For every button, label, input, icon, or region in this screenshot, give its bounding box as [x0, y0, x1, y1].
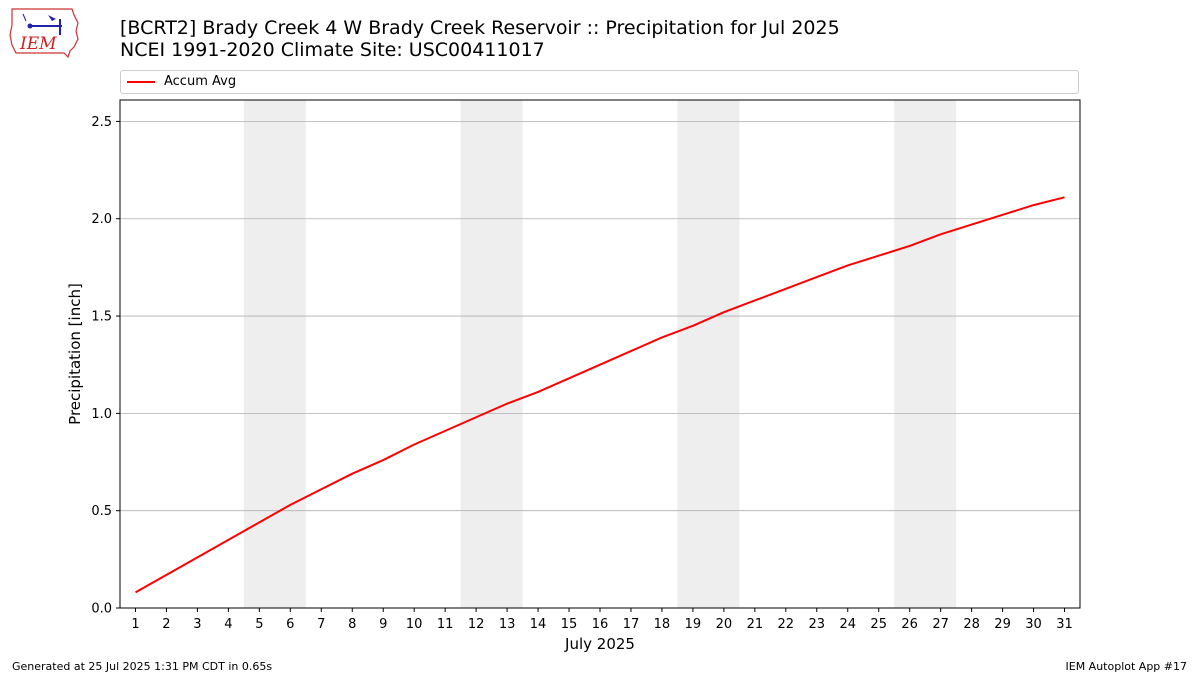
- y-tick-label: 1.0: [91, 407, 112, 422]
- data-point: [971, 224, 973, 226]
- data-point: [196, 556, 198, 558]
- x-tick-label: 9: [379, 617, 387, 632]
- data-point: [134, 591, 136, 593]
- data-point: [785, 288, 787, 290]
- iem-logo: IEM: [8, 5, 80, 59]
- data-point: [1064, 196, 1066, 198]
- data-lines: [134, 196, 1066, 594]
- data-point: [320, 488, 322, 490]
- data-point: [909, 245, 911, 247]
- generated-timestamp: Generated at 25 Jul 2025 1:31 PM CDT in …: [12, 660, 273, 673]
- x-tick-label: 30: [1025, 617, 1042, 632]
- series-line-accum-avg: [134, 196, 1065, 594]
- y-tick-label: 0.0: [91, 602, 112, 617]
- x-tick-label: 27: [932, 617, 949, 632]
- y-tick-label: 0.5: [91, 504, 112, 519]
- x-tick-label: 24: [839, 617, 856, 632]
- x-tick-label: 16: [592, 617, 609, 632]
- data-point: [754, 299, 756, 301]
- x-tick-label: 10: [406, 617, 423, 632]
- weekend-band: [243, 100, 306, 608]
- x-tick-label: 20: [716, 617, 733, 632]
- x-tick-label: 29: [994, 617, 1011, 632]
- x-tick-label: 1: [131, 617, 139, 632]
- x-tick-label: 21: [747, 617, 764, 632]
- x-tick-label: 28: [963, 617, 980, 632]
- svg-text:IEM: IEM: [19, 34, 57, 54]
- x-tick-label: 17: [623, 617, 640, 632]
- weekend-band: [460, 100, 523, 608]
- data-point: [630, 350, 632, 352]
- data-point: [940, 233, 942, 235]
- x-tick-label: 2: [162, 617, 170, 632]
- data-point: [723, 311, 725, 313]
- x-tick-label: 18: [654, 617, 671, 632]
- x-tick-label: 23: [809, 617, 826, 632]
- data-point: [444, 430, 446, 432]
- y-tick-label: 2.0: [91, 212, 112, 227]
- x-tick-label: 11: [437, 617, 454, 632]
- x-tick-label: 26: [901, 617, 918, 632]
- legend: Accum Avg: [120, 70, 1079, 94]
- x-tick-label: 15: [561, 617, 578, 632]
- x-axis-label: July 2025: [564, 635, 635, 653]
- x-tick-label: 3: [193, 617, 201, 632]
- y-tick-label: 2.5: [91, 115, 112, 130]
- data-point: [351, 473, 353, 475]
- data-point: [1033, 204, 1035, 206]
- data-point: [537, 391, 539, 393]
- x-tick-label: 14: [530, 617, 547, 632]
- x-tick-label: 5: [255, 617, 263, 632]
- app-credit: IEM Autoplot App #17: [1065, 660, 1188, 673]
- data-point: [227, 539, 229, 541]
- x-tick-label: 7: [317, 617, 325, 632]
- data-point: [165, 574, 167, 576]
- chart-subtitle: NCEI 1991-2020 Climate Site: USC00411017: [120, 39, 545, 61]
- chart-title: [BCRT2] Brady Creek 4 W Brady Creek Rese…: [120, 17, 840, 39]
- x-tick-label: 19: [685, 617, 702, 632]
- data-point: [847, 264, 849, 266]
- data-point: [289, 504, 291, 506]
- x-tick-label: 4: [224, 617, 232, 632]
- data-point: [413, 444, 415, 446]
- data-point: [692, 325, 694, 327]
- x-tick-label: 31: [1056, 617, 1073, 632]
- weekend-bands: [243, 100, 957, 608]
- data-point: [1002, 214, 1004, 216]
- weekend-band: [677, 100, 740, 608]
- legend-label: Accum Avg: [164, 74, 237, 89]
- y-axis-ticks: 0.0 0.5 1.0 1.5 2.0 2.5: [91, 115, 120, 617]
- x-tick-label: 6: [286, 617, 294, 632]
- data-point: [816, 276, 818, 278]
- data-point: [475, 416, 477, 418]
- weekend-band: [894, 100, 957, 608]
- data-point: [258, 521, 260, 523]
- x-tick-label: 25: [870, 617, 887, 632]
- x-tick-label: 13: [499, 617, 516, 632]
- data-point: [568, 377, 570, 379]
- data-point: [661, 336, 663, 338]
- data-point: [506, 403, 508, 405]
- iowa-map-icon: IEM: [9, 8, 79, 59]
- y-axis-label: Precipitation [inch]: [66, 283, 84, 425]
- x-tick-label: 12: [468, 617, 485, 632]
- x-tick-label: 8: [348, 617, 356, 632]
- legend-swatch: [127, 81, 155, 83]
- data-point: [878, 255, 880, 257]
- y-tick-label: 1.5: [91, 310, 112, 325]
- data-point: [382, 459, 384, 461]
- x-tick-label: 22: [778, 617, 795, 632]
- x-axis-ticks: 1 2 3 4 5 6 7 8 9 10 11 12 13 14 15 16 17 18 19 20 21 22 23 24 2…: [131, 608, 1073, 632]
- data-point: [599, 364, 601, 366]
